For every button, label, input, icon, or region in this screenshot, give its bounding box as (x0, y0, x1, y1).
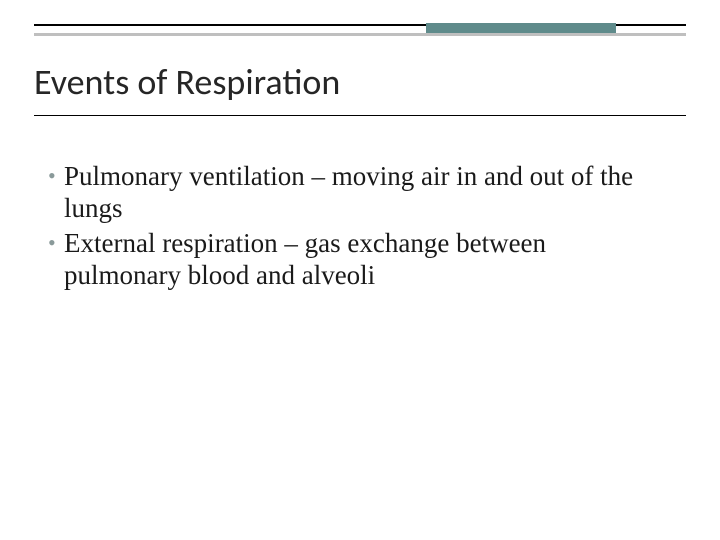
bullet-item: • External respiration – gas exchange be… (48, 227, 660, 292)
slide-body: • Pulmonary ventilation – moving air in … (48, 160, 660, 294)
bullet-marker-icon: • (48, 160, 64, 192)
slide: Events of Respiration • Pulmonary ventil… (0, 0, 720, 540)
top-rule (34, 24, 686, 38)
title-underline (34, 115, 686, 116)
bullet-text: Pulmonary ventilation – moving air in an… (64, 160, 660, 225)
slide-title: Events of Respiration (34, 60, 686, 104)
bullet-text: External respiration – gas exchange betw… (64, 227, 660, 292)
bullet-item: • Pulmonary ventilation – moving air in … (48, 160, 660, 225)
top-rule-shadow (34, 33, 686, 36)
bullet-marker-icon: • (48, 227, 64, 259)
